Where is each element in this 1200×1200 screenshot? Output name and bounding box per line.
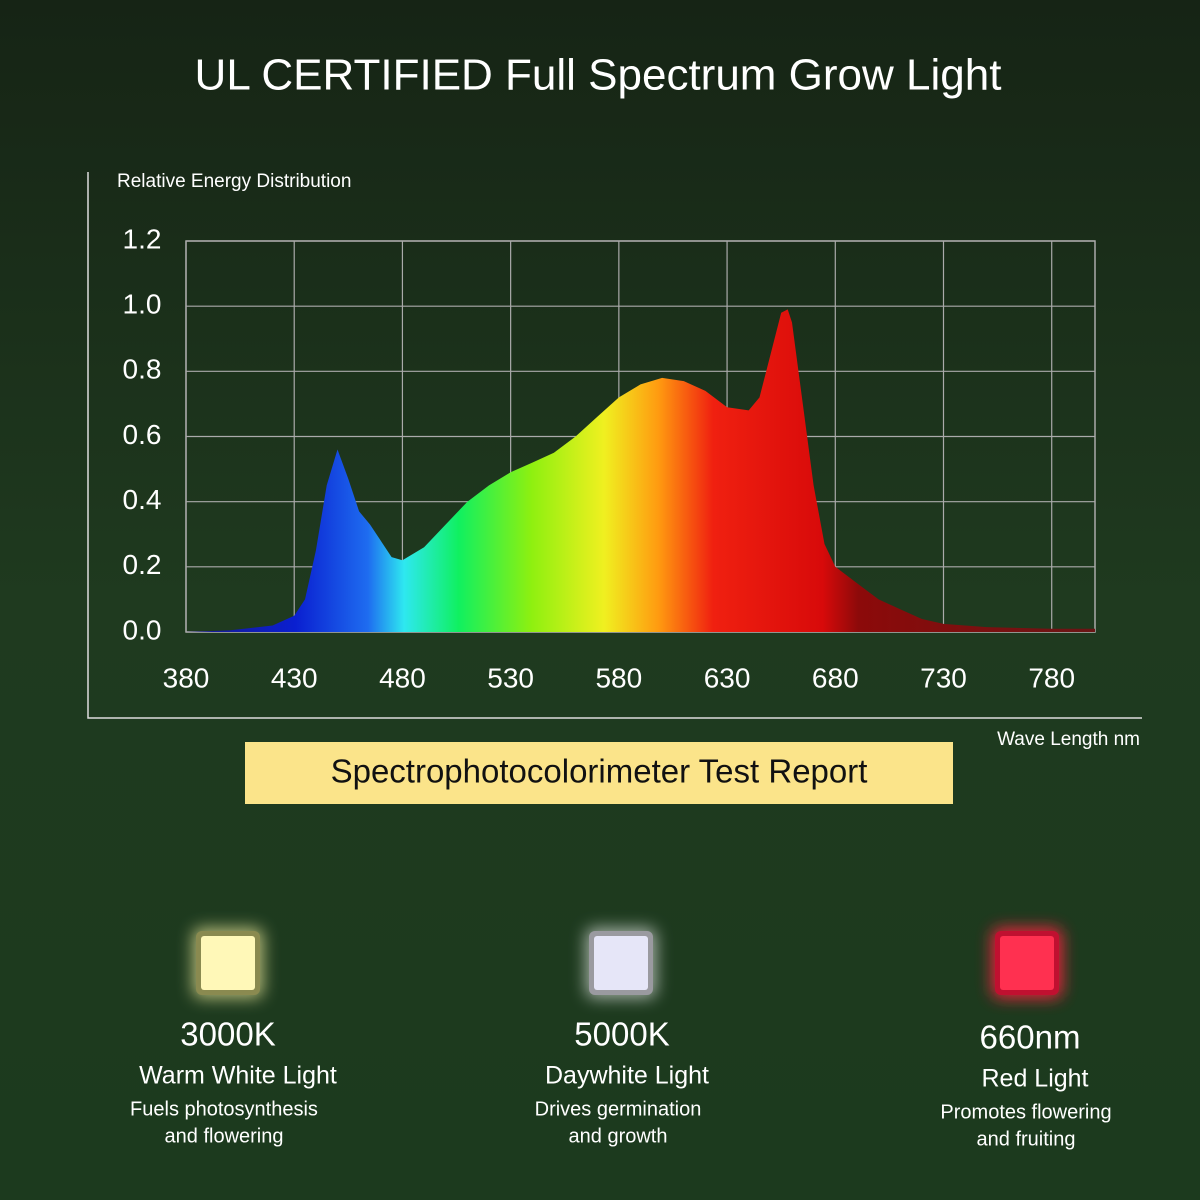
card-name: Warm White Light — [139, 1062, 337, 1090]
card-value: 5000K — [574, 1016, 669, 1053]
x-tick-label: 630 — [704, 662, 751, 693]
axis-frame — [87, 172, 1142, 719]
y-tick-label: 0.4 — [123, 484, 162, 515]
icon — [992, 928, 1062, 998]
card-value: 660nm — [980, 1019, 1081, 1056]
y-tick-label: 1.2 — [123, 223, 162, 254]
y-tick-label: 0.6 — [123, 419, 162, 450]
card-description: and fruiting — [977, 1128, 1076, 1150]
x-tick-label: 580 — [595, 662, 642, 693]
y-tick-label: 0.0 — [123, 614, 162, 645]
card-description: Promotes flowering — [940, 1101, 1111, 1123]
y-tick-label: 0.8 — [123, 354, 162, 385]
card-name: Red Light — [981, 1065, 1088, 1093]
y-tick-label: 1.0 — [123, 289, 162, 320]
y-tick-label: 0.2 — [123, 549, 162, 580]
report-banner — [245, 742, 953, 804]
card-name: Daywhite Light — [545, 1062, 709, 1090]
x-tick-label: 780 — [1028, 662, 1075, 693]
icon — [193, 928, 263, 998]
x-axis-label: Wave Length nm — [997, 729, 1140, 750]
card-description: Drives germination — [535, 1098, 702, 1120]
x-tick-label: 730 — [920, 662, 967, 693]
chart-title: UL CERTIFIED Full Spectrum Grow Light — [195, 51, 1002, 100]
report-label: Spectrophotocolorimeter Test Report — [331, 753, 868, 790]
card-description: and flowering — [165, 1125, 284, 1147]
card-value: 3000K — [180, 1016, 275, 1053]
y-axis-label: Relative Energy Distribution — [117, 171, 351, 192]
icon — [586, 928, 656, 998]
x-tick-label: 680 — [812, 662, 859, 693]
card-description: Fuels photosynthesis — [130, 1098, 318, 1120]
spectrum-area — [186, 309, 1095, 632]
card-description: and growth — [569, 1125, 668, 1147]
x-tick-label: 430 — [271, 662, 318, 693]
x-tick-label: 530 — [487, 662, 534, 693]
x-tick-label: 380 — [163, 662, 210, 693]
x-tick-label: 480 — [379, 662, 426, 693]
